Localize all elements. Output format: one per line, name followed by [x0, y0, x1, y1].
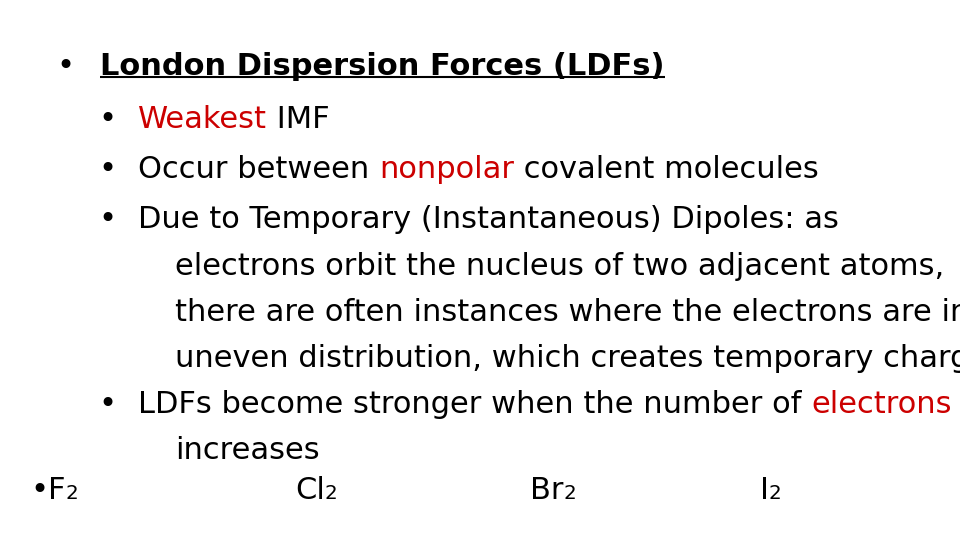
Text: uneven distribution, which creates temporary charges.: uneven distribution, which creates tempo…: [175, 344, 960, 373]
Text: increases: increases: [175, 436, 320, 465]
Text: 2: 2: [324, 484, 338, 503]
Text: •: •: [56, 52, 74, 81]
Text: 2: 2: [769, 484, 781, 503]
Text: Cl: Cl: [295, 476, 324, 505]
Text: IMF: IMF: [267, 105, 329, 134]
Text: •: •: [98, 390, 116, 419]
Text: Occur between: Occur between: [138, 155, 379, 184]
Text: 2: 2: [65, 484, 79, 503]
Text: F: F: [48, 476, 65, 505]
Text: there are often instances where the electrons are in: there are often instances where the elec…: [175, 298, 960, 327]
Text: •: •: [98, 155, 116, 184]
Text: 2: 2: [564, 484, 576, 503]
Text: nonpolar: nonpolar: [379, 155, 514, 184]
Text: Weakest: Weakest: [138, 105, 267, 134]
Text: Br: Br: [530, 476, 564, 505]
Text: electrons orbit the nucleus of two adjacent atoms,: electrons orbit the nucleus of two adjac…: [175, 252, 945, 281]
Text: •: •: [98, 105, 116, 134]
Text: Due to Temporary (Instantaneous) Dipoles: as: Due to Temporary (Instantaneous) Dipoles…: [138, 205, 839, 234]
Text: •: •: [30, 476, 48, 505]
Text: London Dispersion Forces (LDFs): London Dispersion Forces (LDFs): [100, 52, 664, 81]
Text: covalent molecules: covalent molecules: [514, 155, 819, 184]
Text: I: I: [760, 476, 769, 505]
Text: electrons: electrons: [811, 390, 951, 419]
Text: •: •: [98, 205, 116, 234]
Text: LDFs become stronger when the number of: LDFs become stronger when the number of: [138, 390, 811, 419]
